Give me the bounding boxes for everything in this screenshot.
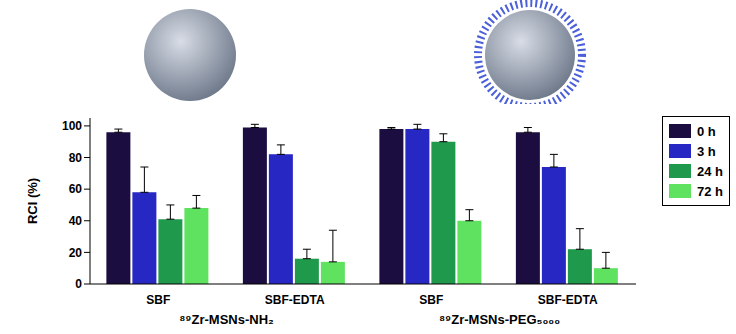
svg-text:⁸⁹Zr-MSNs-PEG₅₀₀₀: ⁸⁹Zr-MSNs-PEG₅₀₀₀ [439, 312, 560, 327]
svg-text:⁸⁹Zr-MSNs-NH₂: ⁸⁹Zr-MSNs-NH₂ [179, 312, 274, 327]
svg-text:RCI (%): RCI (%) [25, 178, 40, 224]
svg-text:SBF: SBF [419, 293, 443, 307]
svg-text:SBF-EDTA: SBF-EDTA [265, 293, 325, 307]
svg-text:40: 40 [69, 214, 83, 228]
html-text:3 h: 3 h [697, 143, 716, 159]
html-text:24 h: 24 h [697, 163, 723, 179]
svg-text:100: 100 [62, 119, 82, 133]
svg-text:SBF-EDTA: SBF-EDTA [538, 293, 598, 307]
html-text:0 h: 0 h [697, 123, 716, 139]
svg-text:SBF: SBF [146, 293, 170, 307]
svg-text:60: 60 [69, 182, 83, 196]
svg-text:20: 20 [69, 246, 83, 260]
html-text:72 h: 72 h [697, 183, 723, 199]
svg-text:80: 80 [69, 151, 83, 165]
svg-text:0: 0 [75, 277, 82, 291]
